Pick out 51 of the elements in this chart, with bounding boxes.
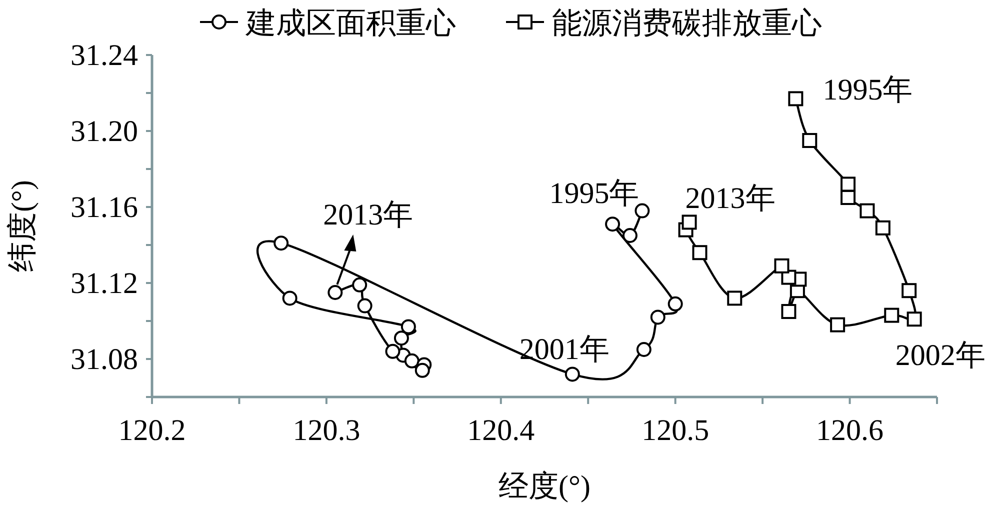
point: [404, 353, 420, 368]
point: [692, 245, 708, 260]
point: [906, 312, 922, 327]
y-tick-label: 31.20: [70, 115, 138, 148]
point: [357, 298, 372, 314]
point: [830, 317, 846, 332]
y-tick-label: 31.12: [70, 267, 138, 300]
point: [788, 91, 804, 106]
x-tick-label: 120.3: [292, 414, 360, 447]
point: [884, 308, 900, 323]
point: [352, 277, 368, 292]
point: [774, 258, 790, 274]
y-tick-label: 31.16: [70, 191, 138, 224]
point: [650, 310, 666, 325]
x-tick-label: 120.6: [816, 414, 884, 447]
point: [282, 290, 298, 306]
annotation: 1995年: [549, 176, 640, 210]
legend-label: 能源消费碳排放重心: [552, 7, 822, 40]
point: [802, 133, 818, 148]
annotation: 2002年: [895, 339, 986, 372]
legend-label: 建成区面积重心: [245, 7, 456, 40]
point: [781, 304, 796, 319]
point: [636, 342, 652, 357]
point: [605, 216, 620, 232]
point: [394, 330, 409, 346]
point: [274, 236, 289, 251]
point: [328, 285, 343, 300]
annotation: 2001年: [519, 333, 610, 366]
annotation: 1995年: [822, 74, 913, 107]
point: [840, 176, 856, 192]
point: [564, 366, 580, 382]
point: [682, 214, 697, 230]
x-axis-title: 经度(°): [498, 470, 590, 503]
y-tick-label: 31.08: [70, 343, 138, 376]
point: [727, 290, 742, 306]
y-axis-title: 纬度(°): [6, 180, 39, 272]
point: [902, 283, 917, 298]
point: [840, 190, 856, 205]
point: [400, 319, 416, 334]
x-tick-label: 120.2: [118, 414, 186, 447]
point: [414, 362, 430, 378]
x-tick-label: 120.5: [642, 414, 710, 447]
x-tick-label: 120.4: [467, 414, 535, 447]
point: [860, 203, 875, 218]
point: [875, 220, 890, 236]
point: [668, 296, 683, 312]
y-tick-label: 31.24: [70, 39, 138, 72]
point: [622, 228, 638, 243]
annotation: 2013年: [323, 198, 414, 232]
annotation: 2013年: [685, 182, 776, 216]
point: [385, 344, 400, 359]
